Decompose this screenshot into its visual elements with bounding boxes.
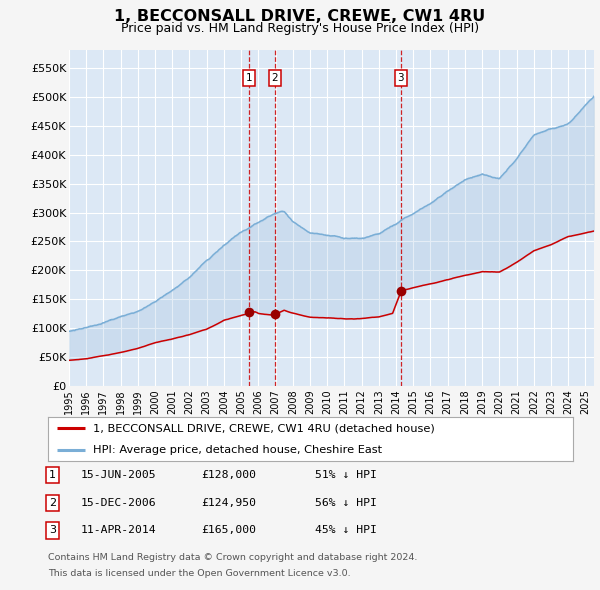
Text: 51% ↓ HPI: 51% ↓ HPI [315,470,377,480]
Text: 56% ↓ HPI: 56% ↓ HPI [315,498,377,507]
Text: £165,000: £165,000 [201,526,256,535]
Text: 1, BECCONSALL DRIVE, CREWE, CW1 4RU (detached house): 1, BECCONSALL DRIVE, CREWE, CW1 4RU (det… [92,423,434,433]
Text: 2: 2 [272,73,278,83]
Text: 3: 3 [49,526,56,535]
Text: £124,950: £124,950 [201,498,256,507]
Text: Contains HM Land Registry data © Crown copyright and database right 2024.: Contains HM Land Registry data © Crown c… [48,553,418,562]
Text: 2: 2 [49,498,56,507]
Text: 15-DEC-2006: 15-DEC-2006 [81,498,157,507]
Text: 45% ↓ HPI: 45% ↓ HPI [315,526,377,535]
Text: 1: 1 [246,73,253,83]
Text: This data is licensed under the Open Government Licence v3.0.: This data is licensed under the Open Gov… [48,569,350,578]
Text: Price paid vs. HM Land Registry's House Price Index (HPI): Price paid vs. HM Land Registry's House … [121,22,479,35]
Text: 3: 3 [398,73,404,83]
Text: £128,000: £128,000 [201,470,256,480]
Text: 1, BECCONSALL DRIVE, CREWE, CW1 4RU: 1, BECCONSALL DRIVE, CREWE, CW1 4RU [115,9,485,24]
Text: 11-APR-2014: 11-APR-2014 [81,526,157,535]
Text: 15-JUN-2005: 15-JUN-2005 [81,470,157,480]
Text: 1: 1 [49,470,56,480]
Text: HPI: Average price, detached house, Cheshire East: HPI: Average price, detached house, Ches… [92,445,382,455]
